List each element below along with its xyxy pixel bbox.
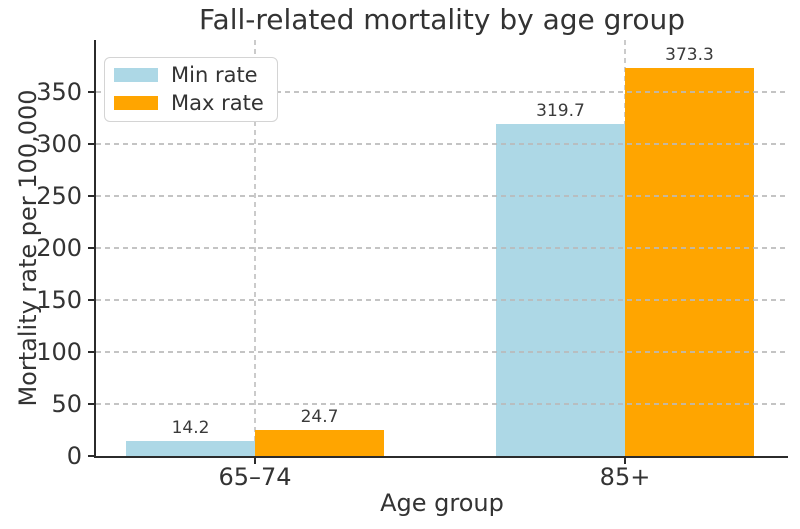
y-tick-label: 350	[36, 78, 82, 106]
x-tick-label: 85+	[599, 463, 651, 491]
y-tick-label: 150	[36, 286, 82, 314]
plot-area: 14.2 319.7 24.7 373.3	[96, 40, 788, 456]
x-tick-label: 65–74	[218, 463, 292, 491]
gridline-horizontal	[96, 143, 788, 145]
gridline-horizontal	[96, 403, 788, 405]
bar-value-label: 14.2	[171, 418, 210, 439]
gridline-horizontal	[96, 299, 788, 301]
y-tick-label: 50	[51, 390, 82, 418]
y-tick-mark	[88, 351, 94, 353]
gridline-horizontal	[96, 91, 788, 93]
legend: Min rate Max rate	[104, 57, 278, 122]
legend-swatch	[114, 68, 158, 82]
legend-label: Max rate	[171, 91, 264, 115]
y-tick-mark	[88, 195, 94, 197]
y-tick-mark	[88, 299, 94, 301]
bar-max-rate	[255, 430, 384, 456]
gridline-horizontal	[96, 351, 788, 353]
y-tick-label: 0	[66, 442, 82, 470]
gridline-horizontal	[96, 247, 788, 249]
bar-value-label: 24.7	[300, 407, 339, 428]
y-tick-label: 100	[36, 338, 82, 366]
bar-max-rate	[625, 67, 754, 456]
y-tick-mark	[88, 403, 94, 405]
x-tick-mark	[254, 458, 256, 464]
bar-value-label: 319.7	[536, 100, 585, 121]
legend-swatch	[114, 96, 158, 110]
bar-value-label: 373.3	[665, 44, 714, 65]
x-axis-spine	[94, 456, 788, 458]
x-tick-mark	[624, 458, 626, 464]
legend-entry: Min rate	[114, 63, 264, 87]
gridline-horizontal	[96, 195, 788, 197]
y-tick-mark	[88, 91, 94, 93]
y-tick-mark	[88, 143, 94, 145]
y-tick-label: 250	[36, 182, 82, 210]
bar-min-rate	[496, 123, 625, 456]
legend-entry: Max rate	[114, 91, 264, 115]
y-tick-mark	[88, 247, 94, 249]
y-axis-spine	[94, 40, 96, 458]
legend-label: Min rate	[171, 63, 258, 87]
y-tick-label: 200	[36, 234, 82, 262]
y-tick-mark	[88, 455, 94, 457]
y-tick-label: 300	[36, 130, 82, 158]
x-axis-label: Age group	[380, 489, 504, 517]
bar-min-rate	[126, 441, 255, 456]
chart-title: Fall-related mortality by age group	[199, 3, 685, 36]
